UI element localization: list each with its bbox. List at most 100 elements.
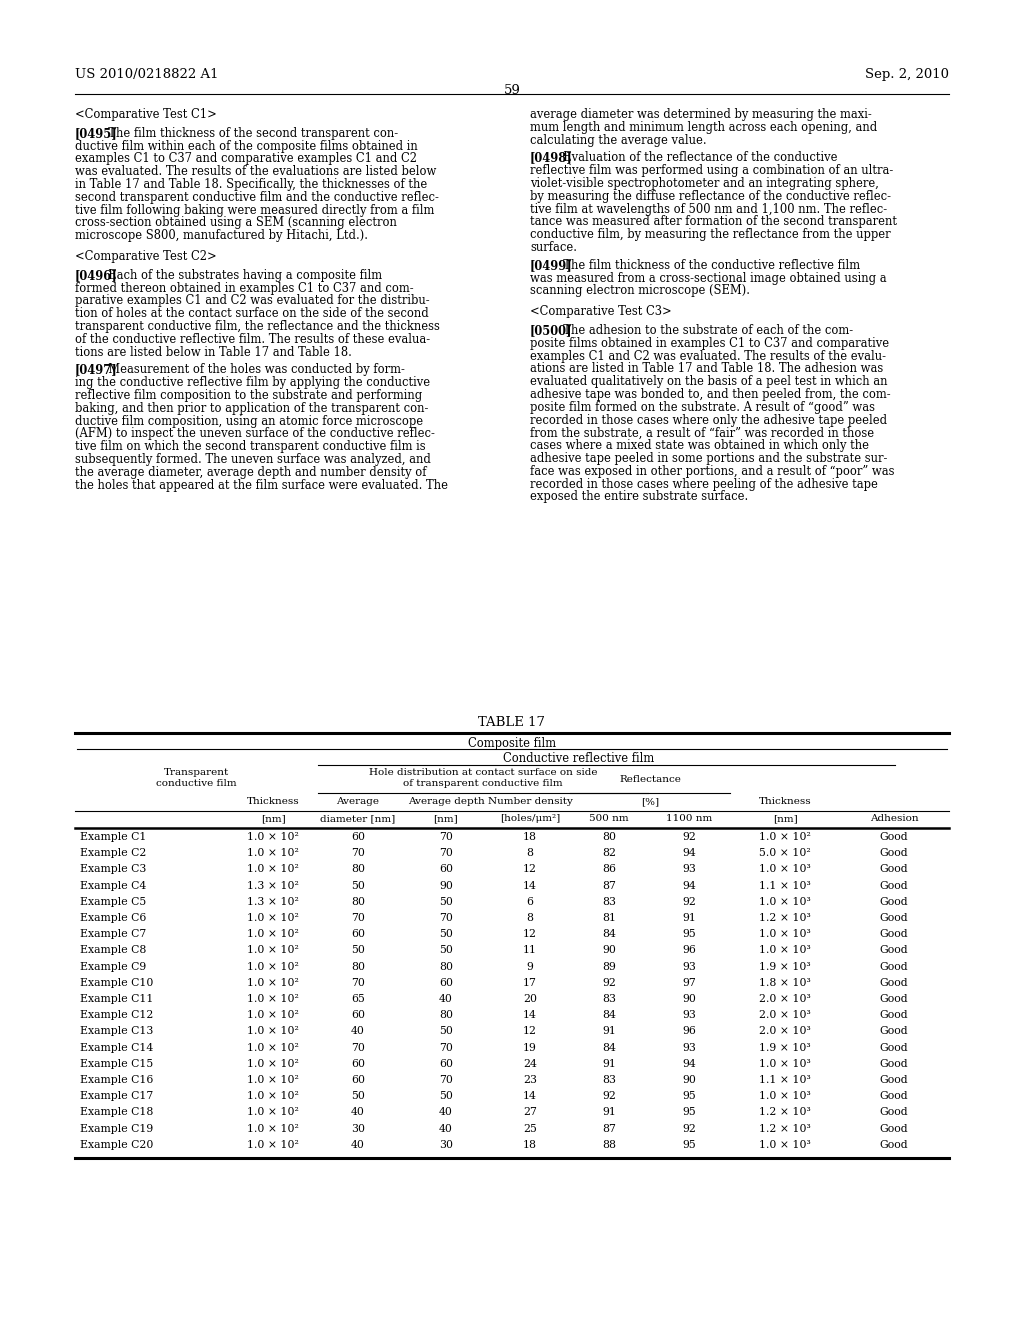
Text: 50: 50 — [439, 896, 453, 907]
Text: Example C5: Example C5 — [80, 896, 146, 907]
Text: Good: Good — [880, 978, 908, 987]
Text: [0496]: [0496] — [75, 269, 118, 281]
Text: 40: 40 — [351, 1139, 365, 1150]
Text: Good: Good — [880, 1123, 908, 1134]
Text: violet-visible spectrophotometer and an integrating sphere,: violet-visible spectrophotometer and an … — [530, 177, 879, 190]
Text: 20: 20 — [523, 994, 537, 1005]
Text: 1.9 × 10³: 1.9 × 10³ — [759, 1043, 811, 1052]
Text: 2.0 × 10³: 2.0 × 10³ — [759, 994, 811, 1005]
Text: Number density: Number density — [487, 797, 572, 807]
Text: 96: 96 — [682, 1027, 696, 1036]
Text: The film thickness of the conductive reflective film: The film thickness of the conductive ref… — [556, 259, 860, 272]
Text: ductive film composition, using an atomic force microscope: ductive film composition, using an atomi… — [75, 414, 423, 428]
Text: 83: 83 — [602, 1074, 616, 1085]
Text: Good: Good — [880, 832, 908, 842]
Text: [0495]: [0495] — [75, 127, 118, 140]
Text: Good: Good — [880, 994, 908, 1005]
Text: Good: Good — [880, 929, 908, 940]
Text: 12: 12 — [523, 929, 537, 940]
Text: scanning electron microscope (SEM).: scanning electron microscope (SEM). — [530, 284, 750, 297]
Text: Good: Good — [880, 913, 908, 923]
Text: 80: 80 — [602, 832, 616, 842]
Text: in Table 17 and Table 18. Specifically, the thicknesses of the: in Table 17 and Table 18. Specifically, … — [75, 178, 427, 191]
Text: <Comparative Test C3>: <Comparative Test C3> — [530, 305, 672, 318]
Text: 60: 60 — [439, 978, 453, 987]
Text: evaluated qualitatively on the basis of a peel test in which an: evaluated qualitatively on the basis of … — [530, 375, 888, 388]
Text: 60: 60 — [351, 1010, 365, 1020]
Text: 94: 94 — [682, 1059, 696, 1069]
Text: 1.0 × 10³: 1.0 × 10³ — [759, 896, 811, 907]
Text: 1.2 × 10³: 1.2 × 10³ — [759, 913, 811, 923]
Text: Good: Good — [880, 1059, 908, 1069]
Text: Good: Good — [880, 849, 908, 858]
Text: cross-section obtained using a SEM (scanning electron: cross-section obtained using a SEM (scan… — [75, 216, 397, 230]
Text: 83: 83 — [602, 896, 616, 907]
Text: subsequently formed. The uneven surface was analyzed, and: subsequently formed. The uneven surface … — [75, 453, 431, 466]
Text: surface.: surface. — [530, 242, 577, 253]
Text: 80: 80 — [439, 961, 453, 972]
Text: 50: 50 — [351, 945, 365, 956]
Text: 93: 93 — [682, 961, 696, 972]
Text: Example C6: Example C6 — [80, 913, 146, 923]
Text: 1.0 × 10²: 1.0 × 10² — [247, 1059, 299, 1069]
Text: 70: 70 — [439, 913, 453, 923]
Text: formed thereon obtained in examples C1 to C37 and com-: formed thereon obtained in examples C1 t… — [75, 281, 414, 294]
Text: 86: 86 — [602, 865, 616, 874]
Text: 1.0 × 10²: 1.0 × 10² — [247, 865, 299, 874]
Text: 1.0 × 10³: 1.0 × 10³ — [759, 865, 811, 874]
Text: 80: 80 — [351, 961, 365, 972]
Text: Hole distribution at contact surface on side
of transparent conductive film: Hole distribution at contact surface on … — [369, 768, 597, 788]
Text: Good: Good — [880, 1092, 908, 1101]
Text: Example C12: Example C12 — [80, 1010, 154, 1020]
Text: 23: 23 — [523, 1074, 537, 1085]
Text: 1.0 × 10²: 1.0 × 10² — [247, 832, 299, 842]
Text: of the conductive reflective film. The results of these evalua-: of the conductive reflective film. The r… — [75, 333, 430, 346]
Text: 8: 8 — [526, 849, 534, 858]
Text: 1.2 × 10³: 1.2 × 10³ — [759, 1123, 811, 1134]
Text: 65: 65 — [351, 994, 365, 1005]
Text: 80: 80 — [439, 1010, 453, 1020]
Text: Example C2: Example C2 — [80, 849, 146, 858]
Text: <Comparative Test C1>: <Comparative Test C1> — [75, 108, 217, 121]
Text: [nm]: [nm] — [433, 814, 459, 822]
Text: 84: 84 — [602, 1010, 616, 1020]
Text: tion of holes at the contact surface on the side of the second: tion of holes at the contact surface on … — [75, 308, 429, 321]
Text: 40: 40 — [439, 1107, 453, 1118]
Text: 30: 30 — [351, 1123, 365, 1134]
Text: 87: 87 — [602, 1123, 616, 1134]
Text: The film thickness of the second transparent con-: The film thickness of the second transpa… — [101, 127, 398, 140]
Text: Example C10: Example C10 — [80, 978, 154, 987]
Text: 91: 91 — [602, 1027, 616, 1036]
Text: 95: 95 — [682, 929, 696, 940]
Text: 92: 92 — [602, 978, 616, 987]
Text: the holes that appeared at the film surface were evaluated. The: the holes that appeared at the film surf… — [75, 479, 449, 491]
Text: 6: 6 — [526, 896, 534, 907]
Text: Good: Good — [880, 880, 908, 891]
Text: mum length and minimum length across each opening, and: mum length and minimum length across eac… — [530, 121, 878, 133]
Text: 95: 95 — [682, 1092, 696, 1101]
Text: 30: 30 — [439, 1139, 453, 1150]
Text: was measured from a cross-sectional image obtained using a: was measured from a cross-sectional imag… — [530, 272, 887, 285]
Text: Example C4: Example C4 — [80, 880, 146, 891]
Text: 50: 50 — [351, 880, 365, 891]
Text: Each of the substrates having a composite film: Each of the substrates having a composit… — [101, 269, 382, 281]
Text: 12: 12 — [523, 1027, 537, 1036]
Text: 1.0 × 10²: 1.0 × 10² — [247, 1043, 299, 1052]
Text: 8: 8 — [526, 913, 534, 923]
Text: 92: 92 — [682, 1123, 696, 1134]
Text: exposed the entire substrate surface.: exposed the entire substrate surface. — [530, 491, 749, 503]
Text: [0497]: [0497] — [75, 363, 118, 376]
Text: posite film formed on the substrate. A result of “good” was: posite film formed on the substrate. A r… — [530, 401, 874, 413]
Text: Example C7: Example C7 — [80, 929, 146, 940]
Text: 92: 92 — [682, 832, 696, 842]
Text: 500 nm: 500 nm — [589, 814, 629, 822]
Text: 70: 70 — [351, 978, 365, 987]
Text: TABLE 17: TABLE 17 — [478, 715, 546, 729]
Text: Example C14: Example C14 — [80, 1043, 154, 1052]
Text: 94: 94 — [682, 849, 696, 858]
Text: 1.2 × 10³: 1.2 × 10³ — [759, 1107, 811, 1118]
Text: 59: 59 — [504, 84, 520, 96]
Text: Average depth: Average depth — [408, 797, 484, 807]
Text: Composite film: Composite film — [468, 737, 556, 750]
Text: was evaluated. The results of the evaluations are listed below: was evaluated. The results of the evalua… — [75, 165, 436, 178]
